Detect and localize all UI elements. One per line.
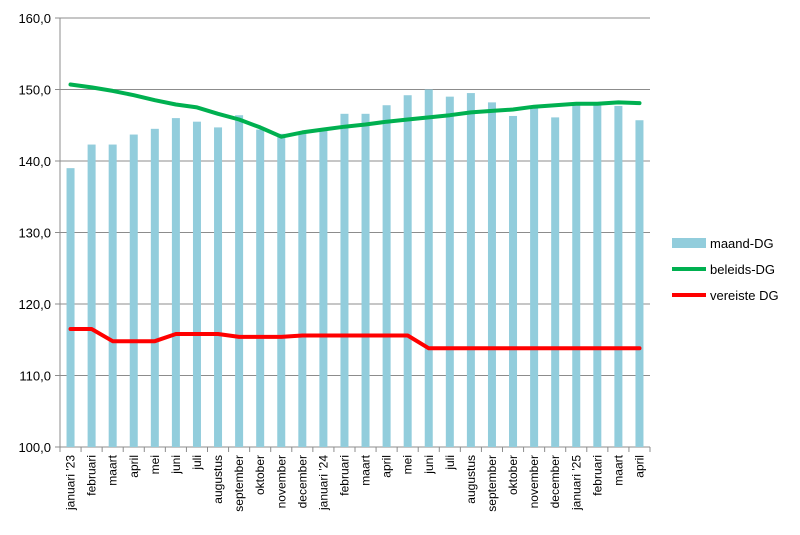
bar [487,102,496,448]
bar [340,113,349,447]
x-tick-label: december [295,455,309,508]
y-tick-label: 120,0 [18,297,51,312]
x-tick-label: juni [169,455,183,475]
x-tick-label: augustus [464,455,478,504]
bar [108,144,117,447]
bar [129,134,138,448]
x-tick-label: april [632,455,646,478]
y-tick-label: 100,0 [18,440,51,455]
series-line [68,327,642,351]
x-tick-label: september [485,455,499,512]
x-tick-label: mei [148,455,162,474]
bar [593,102,602,448]
bar [235,115,244,448]
x-tick-label: juli [190,455,204,471]
x-tick-label: juni [422,455,436,475]
bar [277,133,286,447]
x-tick-label: april [127,455,141,478]
x-tick-label: juli [443,455,457,471]
bar [382,105,391,447]
legend-label: beleids-DG [710,262,775,277]
x-tick-label: maart [359,454,373,485]
bar [614,105,623,447]
y-tick-label: 160,0 [18,11,51,26]
bar [87,144,96,447]
x-tick-label: oktober [253,455,267,495]
x-tick-label: november [274,455,288,508]
x-tick-label: november [527,455,541,508]
legend-swatch [672,238,706,248]
x-tick-label: januari '25 [569,455,583,511]
bar [361,113,370,447]
x-tick-label: januari '24 [316,455,330,511]
legend-label: vereiste DG [710,288,779,303]
bar [530,107,539,447]
x-tick-label: april [380,455,394,478]
y-tick-label: 140,0 [18,154,51,169]
gridlines [55,17,651,452]
legend-label: maand-DG [710,236,774,251]
series-line [68,82,642,139]
bar [635,120,644,448]
bar [466,93,475,447]
y-tick-label: 110,0 [19,369,51,384]
bar [214,127,223,448]
legend: maand-DG beleids-DG vereiste DG [672,236,779,303]
line-series [68,82,642,351]
x-tick-label: januari '23 [64,455,78,511]
y-tick-label: 150,0 [18,83,51,98]
bar [66,168,75,447]
bar [445,96,454,448]
x-tick-label: mei [401,455,415,474]
bar [509,115,518,447]
y-axis-ticks: 100,0 110,0 120,0 130,0 140,0 150,0 160,0 [18,11,51,455]
bar [150,128,159,447]
bar [403,95,412,447]
x-tick-label: augustus [211,455,225,504]
x-tick-label: februari [337,455,351,496]
x-tick-label: maart [106,454,120,485]
x-tick-label: maart [611,454,625,485]
bar [551,117,560,447]
x-axis-ticks: januari '23 februari maart april mei juni juli… [64,454,647,511]
x-tick-label: februari [590,455,604,496]
y-tick-label: 130,0 [18,226,51,241]
bar [298,133,307,447]
x-tick-label: februari [85,455,99,496]
bar [192,121,201,448]
x-tick-label: september [232,455,246,512]
x-tick-label: oktober [506,455,520,495]
bar [256,129,265,448]
bar-series-maand-dg [66,89,644,448]
bar [171,118,180,447]
bar [424,89,433,447]
bar [319,130,328,447]
x-tick-label: december [548,455,562,508]
bar [572,104,581,447]
